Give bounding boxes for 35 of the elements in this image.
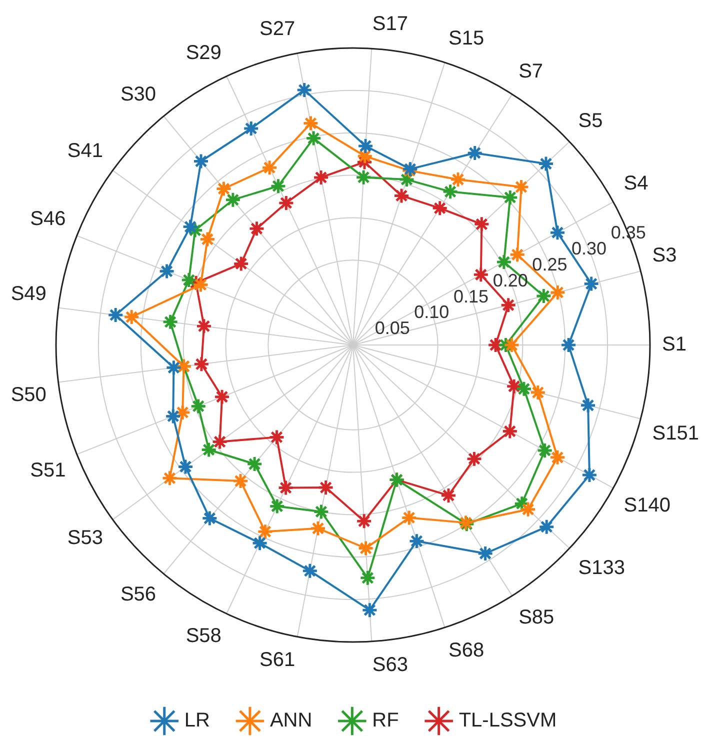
spoke-label: S17: [372, 13, 408, 36]
spoke-label: S5: [578, 110, 603, 132]
legend-label: LR: [184, 710, 210, 732]
legend-label: RF: [372, 710, 399, 732]
spoke-label: S46: [30, 208, 66, 230]
spoke-label: S61: [260, 649, 296, 672]
y-tick-label: 0.10: [414, 302, 450, 322]
spoke-label: S51: [30, 459, 66, 482]
spoke-label: S30: [120, 83, 156, 106]
legend-label: TL-LSSVM: [458, 710, 557, 732]
spoke-label: S4: [624, 172, 648, 195]
y-tick-label: 0.05: [374, 318, 410, 338]
spoke-label: S58: [186, 625, 222, 648]
spoke-label: S53: [67, 527, 104, 550]
spoke-label: S3: [652, 244, 677, 267]
y-tick-label: 0.15: [453, 286, 489, 306]
legend-label: ANN: [270, 710, 312, 732]
spoke-label: S7: [518, 60, 544, 83]
spoke-label: S140: [624, 494, 670, 516]
spoke-label: S151: [652, 422, 700, 444]
spoke-label: S133: [578, 557, 625, 580]
spoke-label: S68: [448, 639, 484, 662]
spoke-label: S41: [67, 140, 104, 162]
spoke-label: S29: [186, 42, 222, 64]
spoke-label: S27: [260, 18, 296, 40]
spoke-label: S50: [10, 384, 46, 406]
spoke-label: S56: [120, 584, 156, 606]
y-tick-label: 0.30: [572, 238, 607, 259]
spoke-label: S49: [10, 282, 46, 305]
y-tick-label: 0.25: [532, 254, 568, 274]
spoke-label: S63: [372, 654, 408, 676]
spoke-label: S15: [448, 28, 484, 50]
y-tick-label: 0.20: [492, 270, 528, 290]
spoke-label: S1: [662, 334, 686, 356]
spoke-label: S85: [518, 606, 554, 628]
